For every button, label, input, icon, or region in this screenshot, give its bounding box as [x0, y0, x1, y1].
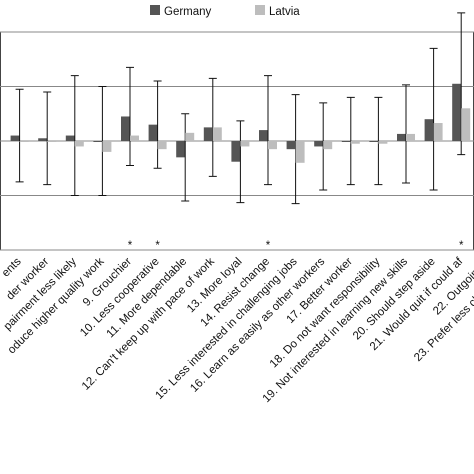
bar [314, 141, 324, 147]
error-bar [126, 66, 134, 167]
bar [406, 133, 415, 141]
bar [231, 141, 241, 162]
x-tick-label: ents [0, 255, 24, 279]
significance-marker: * [266, 240, 271, 252]
bar [203, 127, 213, 141]
bar [148, 124, 158, 141]
bar [433, 123, 443, 141]
error-bar [236, 120, 245, 204]
bar [424, 119, 434, 141]
bar [268, 141, 277, 150]
legend-swatch [150, 5, 160, 15]
bar [461, 108, 471, 141]
bar [212, 127, 222, 141]
error-bar [43, 91, 52, 186]
bar [74, 141, 84, 147]
bar [102, 141, 112, 152]
bar [121, 116, 130, 141]
legend-label: Latvia [269, 6, 300, 18]
bar [369, 141, 379, 142]
error-bar [153, 80, 162, 169]
significance-marker: * [459, 240, 464, 252]
error-bar [15, 88, 24, 183]
bar [341, 141, 351, 142]
bar [286, 141, 296, 150]
bar [295, 141, 305, 163]
legend-swatch [255, 5, 265, 15]
bar [240, 141, 250, 147]
error-bar [264, 75, 272, 186]
bar [19, 141, 29, 142]
bar [323, 141, 333, 150]
bar [157, 141, 167, 150]
bar [176, 141, 186, 158]
bar [47, 141, 57, 142]
bar [185, 132, 195, 141]
bar [259, 130, 268, 141]
bar [452, 83, 462, 141]
bar [350, 141, 360, 144]
error-bar [181, 113, 190, 202]
significance-marker: * [155, 240, 160, 252]
bar [65, 135, 75, 141]
bar [378, 141, 388, 144]
error-bar [70, 75, 79, 196]
bar [38, 138, 48, 141]
bar [397, 133, 406, 141]
significance-marker: * [128, 240, 133, 252]
bar [10, 135, 20, 141]
bar [130, 135, 139, 141]
bar [93, 141, 103, 142]
legend-label: Germany [164, 6, 212, 18]
error-bar [429, 47, 438, 191]
